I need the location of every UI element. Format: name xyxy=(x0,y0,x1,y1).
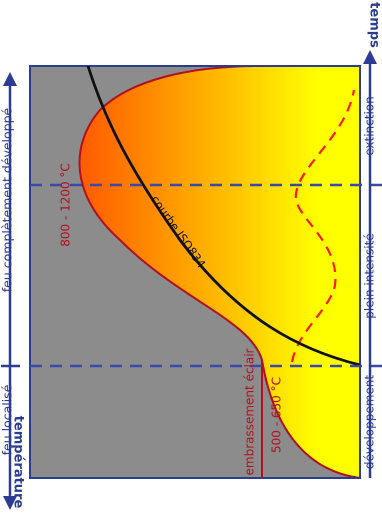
annotation-flashover: embrassement éclair xyxy=(243,348,257,475)
annotation-flashover-temp: 500 - 650 °C xyxy=(270,377,284,453)
phase-label-development: développement xyxy=(363,375,377,469)
cooling-dashed-curve xyxy=(290,89,356,363)
phase-label-fully-developed: feu complètement développé xyxy=(0,107,15,292)
phase-label-full-intensity: plein intensité xyxy=(363,233,377,318)
axis-label-temperature: température xyxy=(11,416,26,509)
annotation-max-temp: 800 - 1200 °C xyxy=(59,163,73,247)
phase-label-localized: feu localisé xyxy=(0,384,15,455)
fire-region xyxy=(78,66,360,478)
phase-arrow-bottom xyxy=(3,496,17,510)
phase-label-extinction: extinction xyxy=(363,96,377,156)
phase-arrow-top xyxy=(3,72,17,86)
iso834-curve xyxy=(86,65,361,367)
axis-label-time: temps xyxy=(367,2,382,48)
time-axis-arrowhead xyxy=(363,50,377,64)
plot-border xyxy=(29,65,361,479)
